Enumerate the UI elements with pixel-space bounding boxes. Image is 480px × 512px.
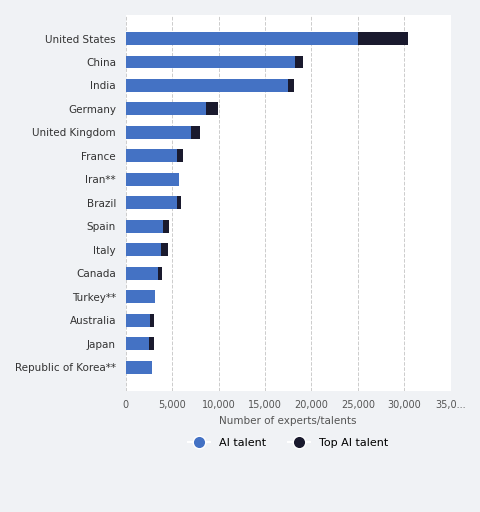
- Bar: [125, 290, 155, 303]
- Bar: [125, 173, 178, 186]
- Bar: [125, 337, 149, 350]
- Bar: [206, 102, 217, 115]
- Bar: [125, 267, 158, 280]
- Bar: [125, 220, 163, 233]
- Bar: [125, 360, 151, 374]
- Bar: [357, 32, 407, 45]
- Bar: [149, 337, 153, 350]
- Bar: [125, 55, 294, 69]
- Bar: [177, 150, 183, 162]
- Bar: [161, 243, 167, 256]
- Bar: [177, 197, 180, 209]
- Bar: [294, 55, 302, 69]
- Bar: [158, 267, 162, 280]
- Bar: [125, 79, 288, 92]
- X-axis label: Number of experts/talents: Number of experts/talents: [219, 416, 356, 426]
- Legend: AI talent, Top AI talent: AI talent, Top AI talent: [183, 434, 392, 453]
- Bar: [125, 32, 357, 45]
- Bar: [125, 243, 161, 256]
- Bar: [125, 197, 177, 209]
- Bar: [125, 314, 150, 327]
- Bar: [150, 314, 153, 327]
- Bar: [125, 102, 206, 115]
- Bar: [288, 79, 293, 92]
- Bar: [163, 220, 169, 233]
- Bar: [190, 126, 200, 139]
- Bar: [125, 150, 177, 162]
- Bar: [125, 126, 190, 139]
